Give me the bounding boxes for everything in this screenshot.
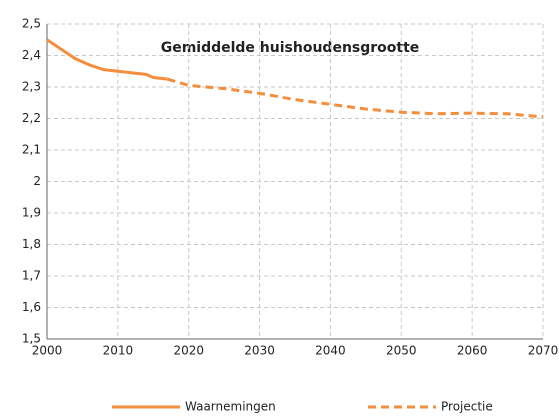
- y-tick-label: 1,7: [22, 269, 41, 283]
- legend-label: Waarnemingen: [185, 400, 276, 414]
- x-tick-label: 2040: [315, 344, 346, 358]
- y-tick-label: 2,5: [22, 17, 41, 31]
- x-tick-label: 2060: [457, 344, 488, 358]
- x-tick-label: 2020: [173, 344, 204, 358]
- y-tick-label: 2,4: [22, 48, 41, 62]
- chart-title: Gemiddelde huishoudensgrootte: [161, 40, 420, 56]
- y-tick-label: 2,1: [22, 143, 41, 157]
- legend-label: Projectie: [441, 400, 493, 414]
- series-line: [46, 38, 168, 81]
- y-tick-label: 1,8: [22, 237, 41, 251]
- series-line: [167, 77, 544, 119]
- y-tick-label: 2,3: [22, 80, 41, 94]
- y-tick-label: 2,2: [22, 111, 41, 125]
- x-tick-label: 2030: [244, 344, 275, 358]
- y-tick-label: 2: [33, 174, 41, 188]
- y-tick-label: 1,5: [22, 332, 41, 346]
- x-tick-label: 2010: [103, 344, 134, 358]
- x-tick-label: 2070: [528, 344, 559, 358]
- x-tick-label: 2000: [32, 344, 63, 358]
- x-tick-label: 2050: [386, 344, 417, 358]
- y-tick-label: 1,9: [22, 206, 41, 220]
- y-tick-label: 1,6: [22, 300, 41, 314]
